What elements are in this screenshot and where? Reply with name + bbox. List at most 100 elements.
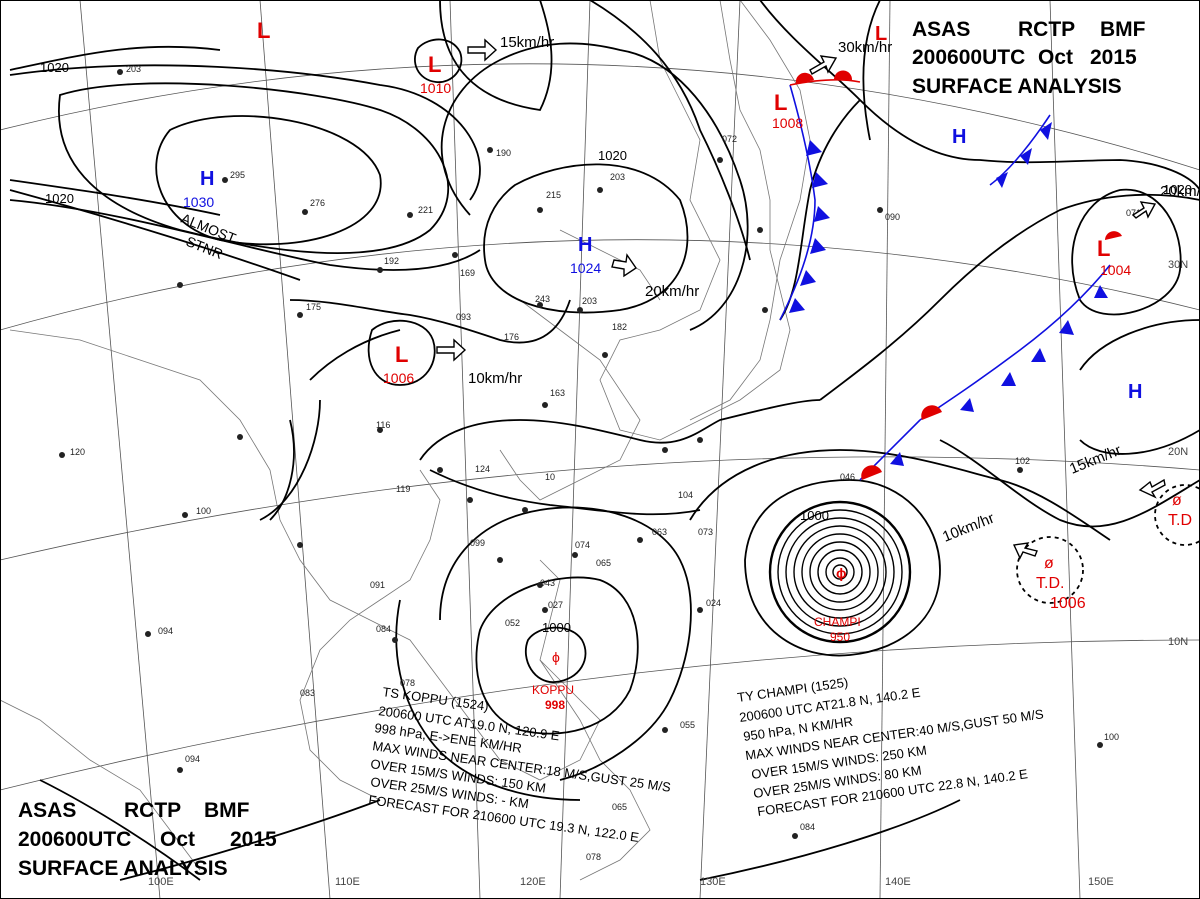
isobar-value: 1020 xyxy=(598,148,627,163)
lat-label-20: 20N xyxy=(1168,446,1188,458)
svg-text:084: 084 xyxy=(800,822,815,832)
td-icon: ø xyxy=(1172,492,1182,509)
svg-text:120: 120 xyxy=(70,447,85,457)
pressure-centers: L L 1010 H 1030 H 1024 L 1006 L 1008 H L… xyxy=(183,18,1142,403)
svg-text:091: 091 xyxy=(370,580,385,590)
arrow-icon xyxy=(1012,542,1038,560)
high-center-symbol: H xyxy=(1128,381,1142,403)
storm-pressure: 950 xyxy=(830,630,850,644)
svg-text:063: 063 xyxy=(652,527,667,537)
svg-text:192: 192 xyxy=(384,256,399,266)
lon-label-110: 110E xyxy=(335,876,360,888)
arrow-icon xyxy=(809,55,838,75)
coastlines xyxy=(0,0,811,881)
isobar-value: 1000 xyxy=(542,620,571,635)
header-title: SURFACE ANALYSIS xyxy=(912,75,1122,98)
storm-name: T.D xyxy=(1168,512,1192,529)
svg-text:119: 119 xyxy=(396,484,410,494)
movement-speed: 15km/hr xyxy=(500,34,554,51)
svg-text:169: 169 xyxy=(460,268,475,278)
svg-text:046: 046 xyxy=(840,472,855,482)
header-time: Oct xyxy=(160,828,195,851)
header-source: BMF xyxy=(204,799,250,822)
header-source: ASAS xyxy=(18,799,76,822)
svg-text:084: 084 xyxy=(376,624,391,634)
arrow-icon xyxy=(467,38,498,62)
arrow-icon xyxy=(1131,201,1157,219)
svg-text:073: 073 xyxy=(698,527,713,537)
high-center-symbol: H xyxy=(200,168,214,190)
axis-labels: 100E 110E 120E 130E 140E 150E 30N 20N 10… xyxy=(148,259,1188,888)
low-center-symbol: L xyxy=(257,18,270,43)
svg-text:100: 100 xyxy=(1104,732,1119,742)
low-center-value: 1004 xyxy=(1100,262,1131,278)
td-icon: ø xyxy=(1044,555,1054,572)
storm-name: CHAMPI xyxy=(814,615,861,629)
svg-text:176: 176 xyxy=(504,332,519,342)
header-time: 2015 xyxy=(230,828,277,851)
high-center-value: 1030 xyxy=(183,194,214,210)
svg-text:295: 295 xyxy=(230,170,245,180)
svg-text:074: 074 xyxy=(575,540,590,550)
movement-speed: 20km/hr xyxy=(1160,183,1200,200)
svg-text:090: 090 xyxy=(885,212,900,222)
isobar-value: 1020 xyxy=(1163,182,1192,197)
header-source: RCTP xyxy=(124,799,181,822)
low-center-value: 1006 xyxy=(383,370,414,386)
svg-text:203: 203 xyxy=(126,64,141,74)
header-time: 200600UTC xyxy=(912,46,1025,69)
low-center-value: 1010 xyxy=(420,80,451,96)
svg-text:215: 215 xyxy=(546,190,561,200)
svg-text:071: 071 xyxy=(1126,208,1141,218)
lon-label-150: 150E xyxy=(1088,876,1114,888)
svg-text:094: 094 xyxy=(185,754,200,764)
svg-text:182: 182 xyxy=(612,322,627,332)
header-source: ASAS xyxy=(912,18,970,41)
header-source: BMF xyxy=(1100,18,1146,41)
header-time: 200600UTC xyxy=(18,828,131,851)
lon-label-120: 120E xyxy=(520,876,546,888)
high-center-symbol: H xyxy=(578,234,592,256)
svg-text:093: 093 xyxy=(456,312,471,322)
svg-text:072: 072 xyxy=(722,134,737,144)
lon-label-130: 130E xyxy=(700,876,726,888)
storm-name: T.D. xyxy=(1036,575,1064,592)
low-center-symbol: L xyxy=(875,23,887,45)
low-center-symbol: L xyxy=(1097,236,1110,261)
svg-text:163: 163 xyxy=(550,388,565,398)
svg-text:065: 065 xyxy=(596,558,611,568)
svg-text:052: 052 xyxy=(505,618,520,628)
isobar-values: 1020 1020 1020 1020 1000 1000 xyxy=(40,60,1192,635)
stationary-front xyxy=(859,231,1122,481)
svg-text:221: 221 xyxy=(418,205,433,215)
svg-text:078: 078 xyxy=(400,678,415,688)
low-center-value: 1008 xyxy=(772,115,803,131)
isobar-value: 1020 xyxy=(40,60,69,75)
storm-name: KOPPU xyxy=(532,683,574,697)
high-center-value: 1024 xyxy=(570,260,601,276)
lat-label-30: 30N xyxy=(1168,259,1188,271)
svg-text:190: 190 xyxy=(496,148,511,158)
isobar-value: 1020 xyxy=(45,191,74,206)
lon-label-100: 100E xyxy=(148,876,174,888)
svg-text:175: 175 xyxy=(306,302,321,312)
svg-text:104: 104 xyxy=(678,490,693,500)
svg-text:10: 10 xyxy=(545,472,555,482)
arrow-icon xyxy=(1138,478,1166,499)
isobars xyxy=(9,0,1200,881)
svg-text:116: 116 xyxy=(376,420,390,430)
warm-front-north xyxy=(789,70,861,86)
header-title: SURFACE ANALYSIS xyxy=(18,857,228,880)
isobar-value: 1000 xyxy=(800,508,829,523)
svg-text:024: 024 xyxy=(706,598,721,608)
arrow-icon xyxy=(611,253,637,278)
low-center-symbol: L xyxy=(395,342,408,367)
svg-text:243: 243 xyxy=(535,294,550,304)
svg-text:102: 102 xyxy=(1015,456,1030,466)
high-center-symbol: H xyxy=(952,126,966,148)
svg-text:055: 055 xyxy=(680,720,695,730)
storm-pressure: 1006 xyxy=(1050,595,1086,612)
svg-text:078: 078 xyxy=(586,852,601,862)
typhoon-icon: ϕ xyxy=(836,565,847,581)
